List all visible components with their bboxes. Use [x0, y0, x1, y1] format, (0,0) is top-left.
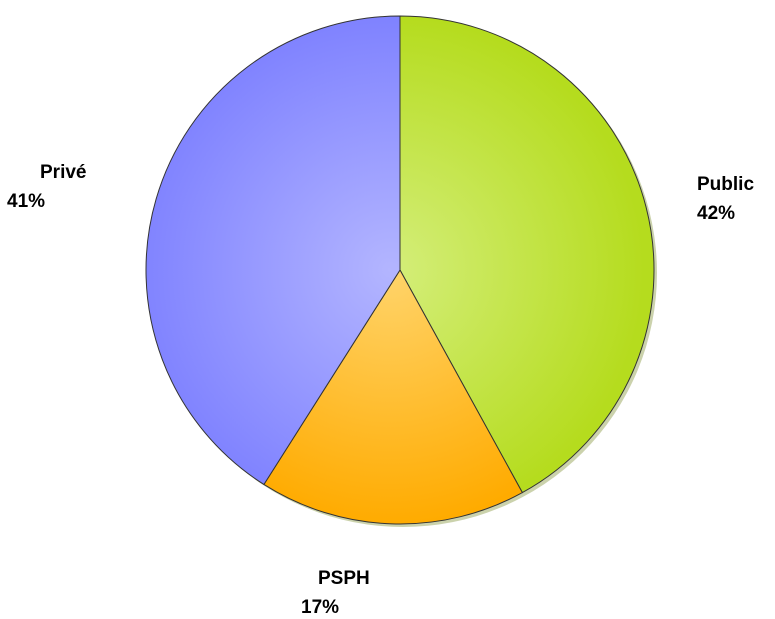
pie-slice-public — [399, 15, 655, 494]
slice-label-name: PSPH — [318, 568, 370, 589]
slice-label-value: 17% — [301, 597, 339, 618]
pie-slice-psph — [263, 269, 524, 525]
slice-label-value: 42% — [697, 203, 735, 224]
slices-layer — [145, 15, 657, 527]
slice-label-name: Privé — [40, 162, 86, 183]
labels-layer: Public 42% PSPH 17% Privé 41% — [7, 162, 754, 618]
pie-slice-prive — [145, 15, 401, 486]
slice-label-name: Public — [697, 174, 754, 195]
slice-label-value: 41% — [7, 191, 45, 212]
